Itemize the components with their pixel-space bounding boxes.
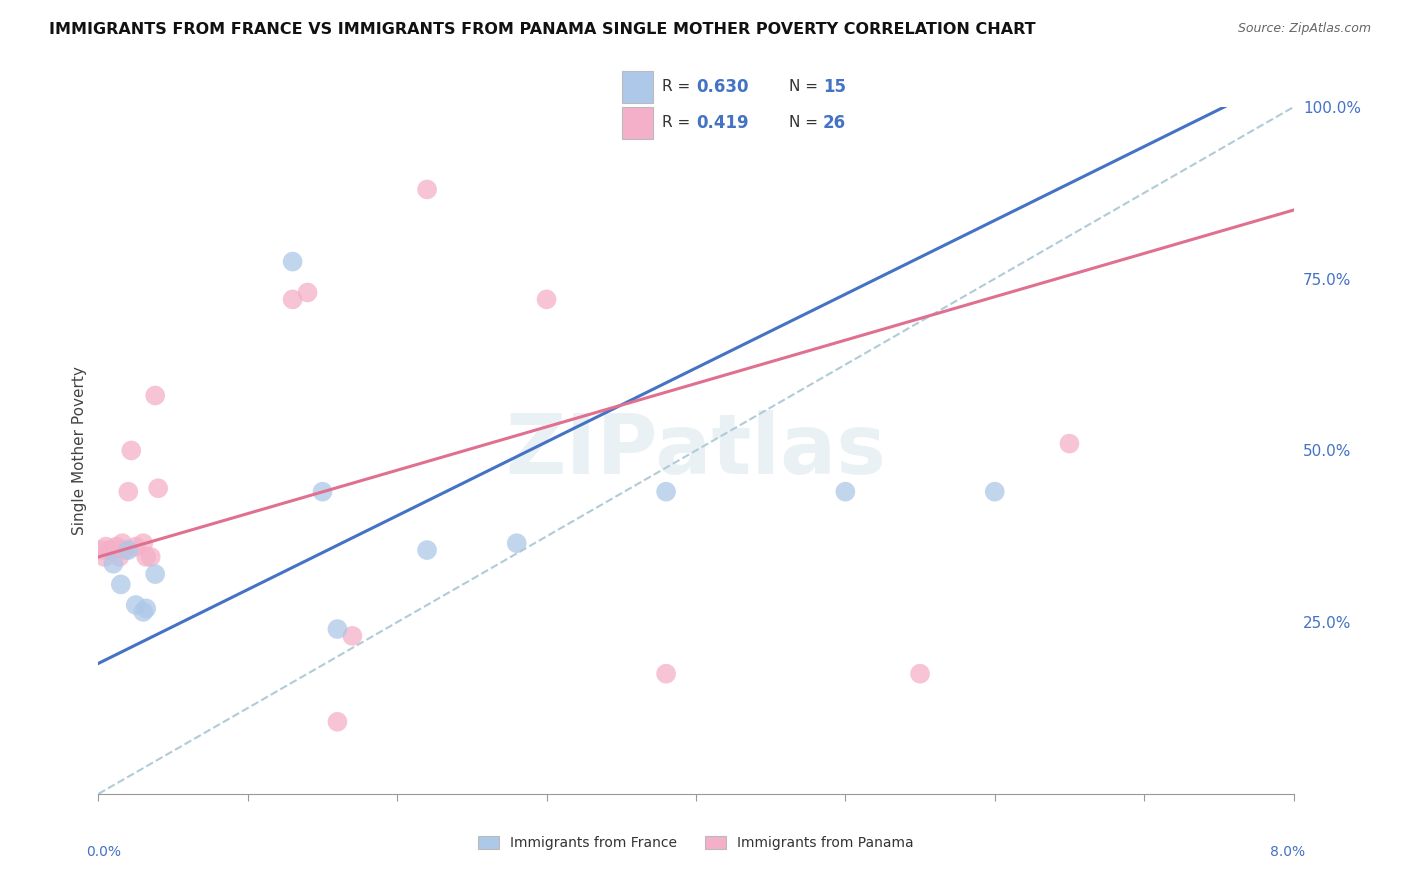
Point xyxy=(125,540,148,554)
Text: 8.0%: 8.0% xyxy=(1271,846,1306,859)
Point xyxy=(103,557,125,571)
Point xyxy=(120,443,142,458)
Point xyxy=(132,605,155,619)
Point xyxy=(655,484,678,499)
Point xyxy=(125,598,148,612)
Y-axis label: Single Mother Poverty: Single Mother Poverty xyxy=(72,366,87,535)
Point xyxy=(416,543,439,558)
Point xyxy=(281,254,304,268)
Point xyxy=(93,549,115,564)
Point xyxy=(135,601,157,615)
Text: 0.419: 0.419 xyxy=(696,114,748,132)
Point xyxy=(117,543,139,558)
Text: 0.630: 0.630 xyxy=(696,78,748,95)
Point xyxy=(103,543,125,558)
Point xyxy=(148,481,170,495)
Legend: Immigrants from France, Immigrants from Panama: Immigrants from France, Immigrants from … xyxy=(472,830,920,855)
Point xyxy=(114,543,136,558)
FancyBboxPatch shape xyxy=(621,107,652,139)
Point xyxy=(342,629,364,643)
Point xyxy=(281,293,304,307)
Point xyxy=(117,484,139,499)
Text: R =: R = xyxy=(662,115,690,130)
Point xyxy=(834,484,856,499)
Text: 0.0%: 0.0% xyxy=(87,846,121,859)
Point xyxy=(311,484,333,499)
Point xyxy=(143,388,166,402)
Text: R =: R = xyxy=(662,79,690,95)
Point xyxy=(143,567,166,582)
Point xyxy=(110,577,132,591)
Point xyxy=(297,285,319,300)
Point xyxy=(139,549,162,564)
Point xyxy=(132,536,155,550)
Point xyxy=(506,536,529,550)
Point xyxy=(97,543,120,558)
Point xyxy=(326,714,349,729)
Point xyxy=(326,622,349,636)
Point xyxy=(984,484,1007,499)
Point xyxy=(908,666,931,681)
Text: N =: N = xyxy=(789,79,818,95)
Point xyxy=(135,549,157,564)
Point xyxy=(108,549,131,564)
Text: N =: N = xyxy=(789,115,818,130)
Point xyxy=(90,543,112,558)
Text: IMMIGRANTS FROM FRANCE VS IMMIGRANTS FROM PANAMA SINGLE MOTHER POVERTY CORRELATI: IMMIGRANTS FROM FRANCE VS IMMIGRANTS FRO… xyxy=(49,22,1036,37)
Text: Source: ZipAtlas.com: Source: ZipAtlas.com xyxy=(1237,22,1371,36)
Point xyxy=(111,536,134,550)
Point xyxy=(416,182,439,196)
Point xyxy=(105,540,128,554)
FancyBboxPatch shape xyxy=(621,71,652,103)
Point xyxy=(536,293,558,307)
Point xyxy=(1059,436,1081,450)
Point xyxy=(94,540,117,554)
Text: 26: 26 xyxy=(823,114,846,132)
Point xyxy=(655,666,678,681)
Text: 15: 15 xyxy=(823,78,846,95)
Text: ZIPatlas: ZIPatlas xyxy=(506,410,886,491)
